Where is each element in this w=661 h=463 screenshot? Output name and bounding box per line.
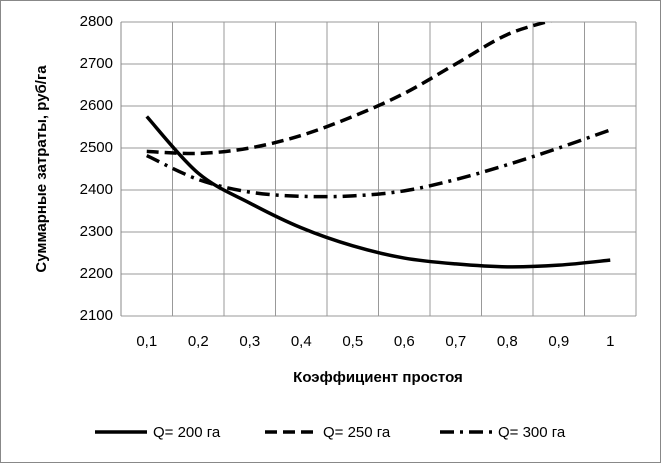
y-tick-label: 2200 [80,265,113,282]
y-tick-label: 2800 [80,13,113,30]
x-tick-label: 0,6 [394,333,415,350]
x-axis-title: Коэффициент простоя [293,369,463,386]
x-tick-label: 0,3 [239,333,260,350]
y-tick-label: 2100 [80,307,113,324]
y-tick-label: 2300 [80,223,113,240]
legend-label: Q= 200 га [153,424,221,441]
x-tick-label: 0,9 [548,333,569,350]
x-tick-label: 0,7 [445,333,466,350]
y-tick-label: 2500 [80,139,113,156]
legend-label: Q= 250 га [323,424,391,441]
y-tick-label: 2700 [80,55,113,72]
x-tick-label: 0,8 [497,333,518,350]
y-tick-label: 2600 [80,97,113,114]
plot-area [145,22,611,269]
series-line [146,128,611,199]
x-tick-label: 0,5 [342,333,363,350]
x-tick-label: 0,4 [291,333,312,350]
y-tick-label: 2400 [80,181,113,198]
legend-label: Q= 300 га [498,424,566,441]
y-axis-title: Суммарные затраты, руб/га [33,65,50,273]
x-tick-label: 0,1 [136,333,157,350]
x-tick-label: 1 [606,333,614,350]
x-tick-label: 0,2 [188,333,209,350]
series-line [146,22,552,156]
